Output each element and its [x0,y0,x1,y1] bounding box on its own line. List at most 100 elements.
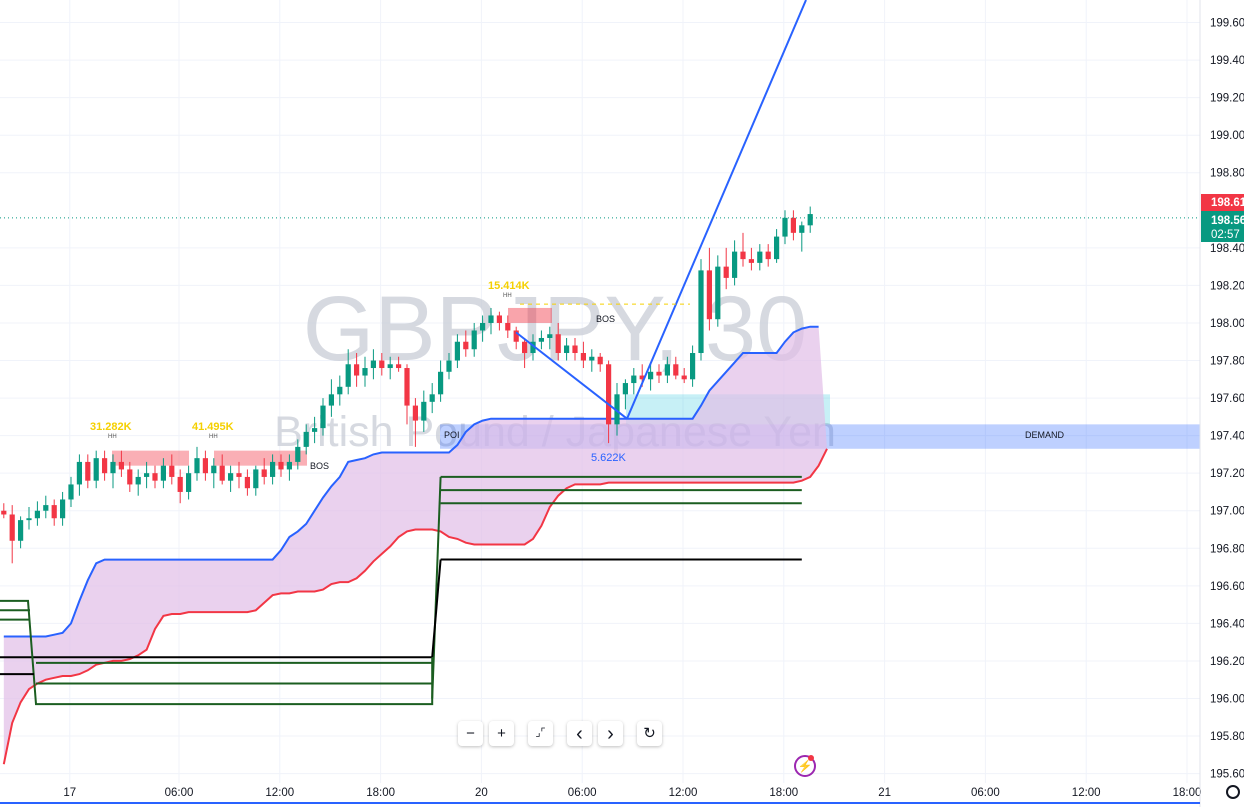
candle-body [244,476,250,489]
candle-body [421,401,427,421]
zoom-in-button[interactable]: + [489,721,514,746]
candle-body [152,473,158,481]
candle [648,364,654,391]
candle [295,439,301,470]
x-tick-label: 17 [63,787,76,799]
y-tick-label: 197.80 [1210,356,1244,368]
candle-body [68,484,74,500]
candle-body [547,334,553,338]
candle [76,454,82,496]
candle-body [732,251,738,278]
candle-body [606,364,612,425]
candle [782,210,788,245]
candle-body [538,337,544,342]
last-price-label: 198.56 [1211,215,1244,227]
candle [673,356,679,380]
candle-body [144,473,150,477]
candle-body [354,364,360,376]
candle-body [664,364,670,376]
x-tick-label: 18:00 [366,787,395,799]
candle-body [18,520,24,541]
collapse-icon: ⌟⌜ [535,727,546,739]
y-tick-label: 197.00 [1210,506,1244,518]
candle-body [278,461,284,470]
refresh-button[interactable]: ↻ [637,721,662,746]
trend-line-up [626,0,807,420]
candle [622,379,628,410]
y-tick-label: 197.20 [1210,468,1244,480]
gear-icon[interactable] [1226,785,1240,799]
candle [144,461,150,489]
candle [421,390,427,432]
candle [286,454,292,481]
candle-body [194,458,200,474]
candle [85,454,91,489]
hh-label-1: HH [108,434,117,440]
minus-icon: − [466,725,475,742]
candle-body [387,364,393,369]
candle [278,454,284,477]
prev-price-box [1201,194,1244,211]
candle-body [505,322,511,331]
chart-toolbar: − + ⌟⌜ ‹ › ↻ [458,721,676,746]
y-tick-label: 198.00 [1210,318,1244,330]
zoom-out-button[interactable]: − [458,721,483,746]
scroll-left-button[interactable]: ‹ [567,721,592,746]
x-tick-label: 20 [475,787,488,799]
reset-zoom-button[interactable]: ⌟⌜ [528,721,553,746]
candle-body [471,330,477,350]
y-tick-label: 199.00 [1210,130,1244,142]
candle [480,315,486,342]
candle-body [681,375,687,380]
countdown-label: 02:57 [1211,229,1240,241]
candle [446,353,452,380]
candle [606,360,612,444]
candle [681,368,687,384]
candle-body [286,461,292,470]
candle-body [110,461,116,474]
candle-body [118,461,124,470]
candle-body [765,251,771,260]
candle-body [446,360,452,372]
candle-body [76,461,82,485]
candle-body [496,315,502,323]
poi-label: POI [444,430,460,440]
scroll-right-button[interactable]: › [598,721,623,746]
y-tick-label: 198.80 [1210,168,1244,180]
candle-body [790,217,796,233]
candle-body [219,465,225,481]
candle-body [639,375,645,380]
y-tick-label: 196.20 [1210,656,1244,668]
candle-body [303,431,309,447]
candle-body [614,394,620,425]
volume-label-1: 31.282K [90,421,132,433]
bolt-icon[interactable]: ⚡ [794,755,816,777]
candle [186,465,192,500]
drawings[interactable] [0,0,1200,420]
candle [387,356,393,380]
candle [454,334,460,369]
candle [68,476,74,507]
candle-body [211,465,217,474]
candle-body [580,353,586,361]
candle-body [648,371,654,380]
candle-body [1,510,7,515]
bos-label-2: BOS [596,314,615,324]
candle-body [690,353,696,380]
candle [18,516,24,549]
candle-body [9,514,15,541]
lower-band-line [2,448,828,765]
candle [438,360,444,402]
candle [513,326,519,350]
plus-icon: + [497,725,506,742]
candle-body [513,330,519,342]
candle-body [555,334,561,354]
level-connector [431,476,442,699]
candle-body [564,345,570,354]
candle [34,501,40,526]
candle-body [51,505,57,519]
y-tick-label: 199.60 [1210,18,1244,30]
x-tick-label: 12:00 [669,787,698,799]
